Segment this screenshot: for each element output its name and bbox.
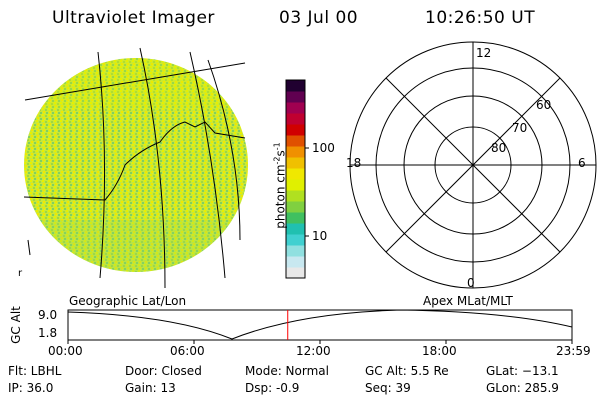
colorbar-blocks: [286, 80, 305, 279]
mode-info: Mode: Normal: [245, 364, 329, 378]
lat-lon-grid: [23, 47, 246, 289]
colorbar-block: [286, 234, 305, 246]
gc-alt-info: GC Alt: 5.5 Re: [365, 364, 449, 378]
colorbar-block: [286, 157, 305, 169]
colorbar-block: [286, 146, 305, 158]
seq-info: Seq: 39: [365, 381, 411, 395]
polar-label-60: 60: [536, 98, 552, 112]
colorbar-block: [286, 212, 305, 224]
colorbar-block: [286, 223, 305, 235]
earth-disc: [24, 58, 248, 272]
colorbar-tick-label: 100: [312, 141, 335, 155]
colorbar-block: [286, 256, 305, 268]
door-info: Door: Closed: [125, 364, 202, 378]
colorbar-block: [286, 135, 305, 147]
polar-label-80: 80: [491, 141, 507, 155]
polar-label-dusk: 18: [346, 156, 362, 170]
timeline-ymax: 9.0: [38, 308, 58, 322]
timeline-tick-label: 00:00: [48, 344, 83, 358]
colorbar-block: [286, 113, 305, 125]
glat-info: GLat: −13.1: [486, 364, 559, 378]
colorbar-block: [286, 201, 305, 213]
timeline-ticks: [67, 340, 573, 344]
polar-label-70: 70: [512, 121, 528, 135]
colorbar-frame: [285, 79, 306, 279]
colorbar-block: [286, 80, 305, 92]
filter-info: Flt: LBHL: [8, 364, 62, 378]
geographic-caption: Geographic Lat/Lon: [69, 294, 187, 308]
colorbar-block: [286, 190, 305, 202]
date-label: 03 Jul 00: [279, 8, 359, 28]
ip-info: IP: 36.0: [8, 381, 54, 395]
apex-caption: Apex MLat/MLT: [423, 294, 513, 308]
time-label: 10:26:50 UT: [425, 8, 536, 28]
colorbar-block: [286, 267, 305, 279]
polar-label-dawn: 6: [578, 156, 586, 170]
timeline-tick-label: 23:59: [556, 344, 591, 358]
polar-diagonal: [385, 77, 561, 253]
timeline-tick-label: 12:00: [296, 344, 331, 358]
timeline-ymin: 1.8: [38, 326, 58, 340]
dsp-info: Dsp: -0.9: [245, 381, 300, 395]
polar-label-noon: 12: [476, 46, 492, 60]
colorbar-block: [286, 102, 305, 114]
colorbar-block: [286, 124, 305, 136]
corner-mark: r: [18, 268, 23, 279]
colorbar-block: [286, 91, 305, 103]
altitude-curve: [67, 309, 573, 340]
colorbar-block: [286, 179, 305, 191]
colorbar-tick-label: 10: [312, 229, 328, 243]
timeline-tick-label: 18:00: [422, 344, 457, 358]
timeline-tick-label: 06:00: [170, 344, 205, 358]
colorbar-block: [286, 245, 305, 257]
timeline-frame: [67, 309, 573, 341]
instrument-title: Ultraviolet Imager: [52, 8, 215, 28]
colorbar-block: [286, 168, 305, 180]
polar-label-midnight: 0: [467, 276, 475, 290]
gain-info: Gain: 13: [125, 381, 176, 395]
glon-info: GLon: 285.9: [486, 381, 559, 395]
